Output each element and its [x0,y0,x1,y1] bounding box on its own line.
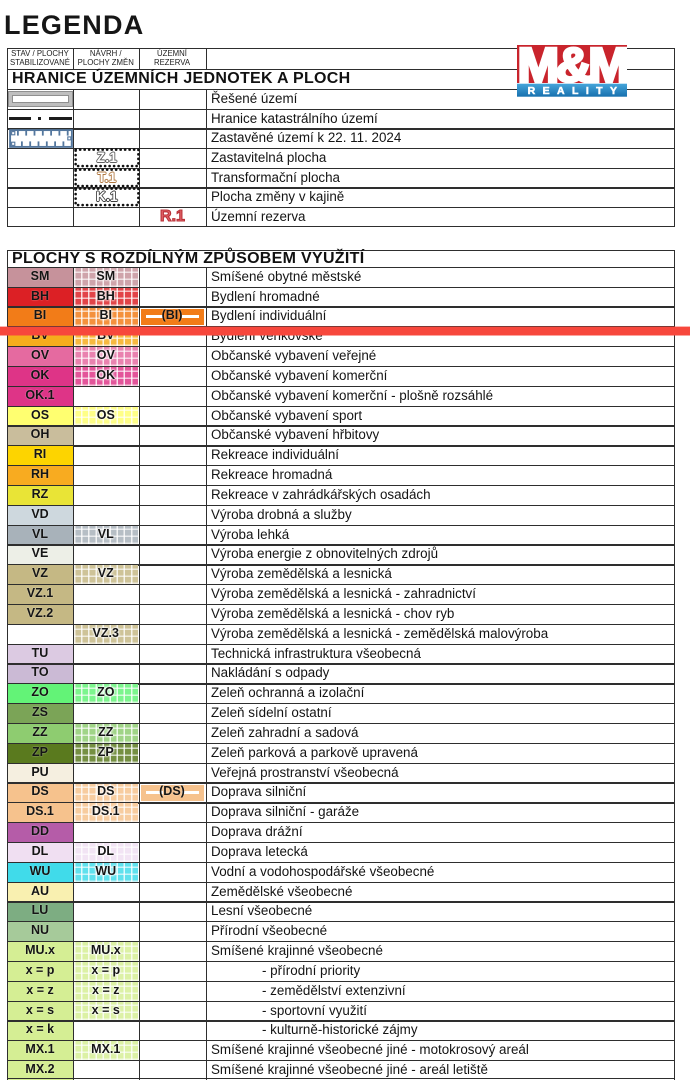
svg-text:REALITY: REALITY [527,85,624,97]
